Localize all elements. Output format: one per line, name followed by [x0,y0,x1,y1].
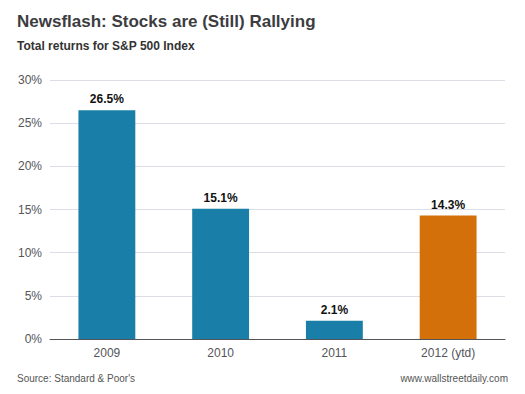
svg-text:5%: 5% [25,289,43,303]
svg-text:15%: 15% [18,203,42,217]
svg-text:2009: 2009 [94,346,121,360]
svg-text:15.1%: 15.1% [204,191,238,205]
svg-text:Source: Standard & Poor's: Source: Standard & Poor's [17,373,135,384]
svg-text:10%: 10% [18,246,42,260]
svg-text:Total returns for S&P 500 Inde: Total returns for S&P 500 Index [17,39,195,53]
svg-text:2011: 2011 [321,346,347,360]
svg-text:30%: 30% [18,73,42,87]
svg-text:www.wallstreetdaily.com: www.wallstreetdaily.com [399,373,508,384]
svg-text:14.3%: 14.3% [431,198,465,212]
svg-text:25%: 25% [18,116,42,130]
svg-text:2010: 2010 [207,346,234,360]
svg-text:2012 (ytd): 2012 (ytd) [421,346,475,360]
svg-text:20%: 20% [18,159,42,173]
svg-text:0%: 0% [25,332,43,346]
svg-text:Newsflash: Stocks are (Still): Newsflash: Stocks are (Still) Rallying [17,12,316,31]
svg-text:26.5%: 26.5% [90,92,124,106]
svg-text:2.1%: 2.1% [321,303,349,317]
